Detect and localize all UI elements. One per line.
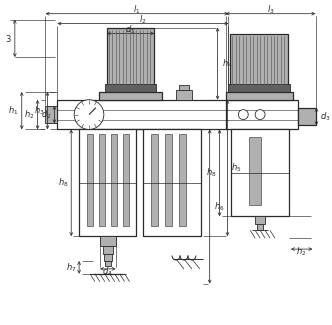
Bar [179, 134, 186, 226]
Bar [151, 134, 158, 226]
Text: $3$: $3$ [5, 33, 12, 44]
Circle shape [74, 100, 104, 129]
Text: $h_8$: $h_8$ [58, 176, 68, 189]
Bar [225, 100, 298, 129]
Bar [249, 137, 261, 204]
Bar [176, 90, 192, 100]
Bar [225, 92, 293, 100]
Text: $h_6$: $h_6$ [213, 200, 224, 213]
Bar [99, 134, 105, 226]
Text: $h_1$: $h_1$ [8, 104, 19, 117]
Circle shape [255, 110, 265, 120]
Text: $l_1$: $l_1$ [133, 4, 141, 16]
Bar [79, 129, 136, 236]
Text: $h_2$: $h_2$ [24, 108, 35, 121]
Text: $d_1$: $d_1$ [125, 23, 136, 36]
Text: $d_2$: $d_2$ [41, 108, 51, 121]
Bar [105, 84, 156, 92]
Bar [257, 224, 263, 230]
Bar [111, 134, 117, 226]
Bar [45, 106, 57, 124]
Text: $h_4$: $h_4$ [221, 58, 232, 70]
Text: $h_8$: $h_8$ [206, 167, 216, 179]
Text: $l_2$: $l_2$ [139, 13, 147, 26]
Bar [143, 129, 201, 236]
Text: $l_3$: $l_3$ [267, 4, 274, 16]
Bar [230, 34, 288, 92]
Text: $h_3$: $h_3$ [34, 104, 44, 117]
Bar [99, 92, 162, 100]
Bar [298, 108, 315, 125]
Bar [87, 134, 93, 226]
Bar [103, 246, 113, 254]
Text: $h_7$: $h_7$ [66, 261, 76, 274]
Bar [105, 261, 111, 266]
Bar [123, 134, 128, 226]
Bar [179, 85, 189, 90]
Text: $d_3$: $d_3$ [320, 110, 331, 123]
Bar [100, 236, 116, 246]
Text: $h_2$: $h_2$ [296, 246, 307, 258]
Bar [104, 254, 112, 261]
Circle shape [238, 110, 248, 120]
Bar [57, 100, 228, 129]
Bar [107, 28, 154, 92]
Text: $h_5$: $h_5$ [231, 162, 242, 174]
Bar [255, 216, 265, 224]
Bar [165, 134, 172, 226]
Bar [228, 84, 290, 92]
Text: $d_4$: $d_4$ [103, 266, 113, 278]
Bar [231, 129, 289, 216]
